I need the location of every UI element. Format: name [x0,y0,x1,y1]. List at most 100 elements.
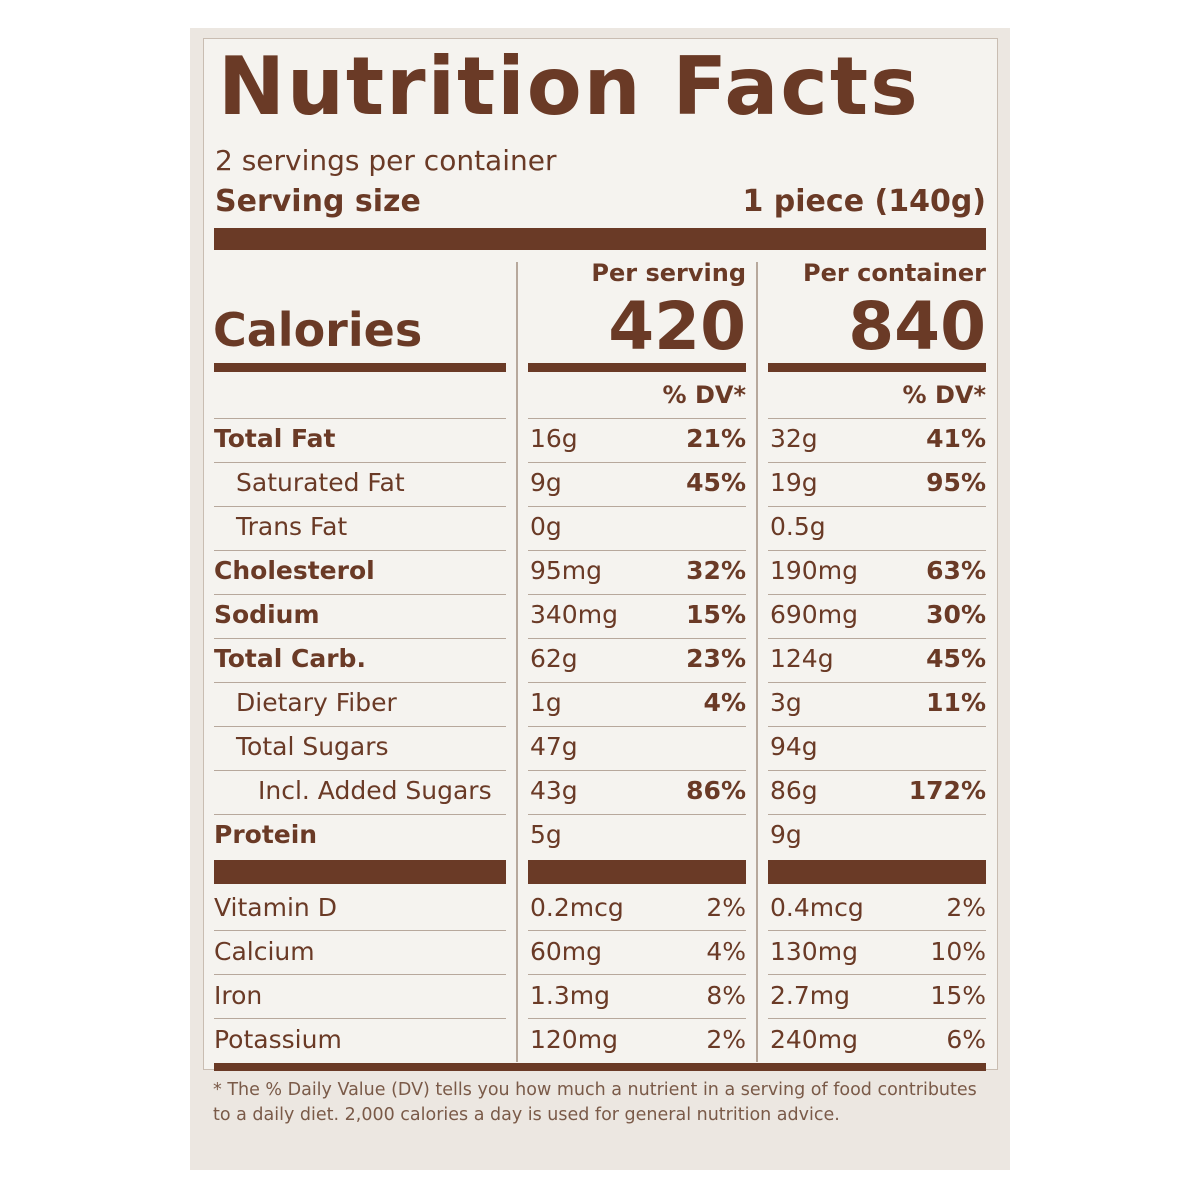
vitamin-divider-name [214,860,506,884]
container-amount: 240mg [770,1025,858,1054]
column-divider-serving [516,262,518,1062]
row-rule-name [214,770,506,771]
serving-dv: 23% [686,644,746,673]
row-rule-serving [528,814,746,815]
container-amount: 190mg [770,556,858,585]
nutrition-facts-title: Nutrition Facts [218,40,920,133]
calories-per-container: 840 [848,288,986,365]
container-dv: 2% [946,893,986,922]
serving-dv: 8% [706,981,746,1010]
row-rule-name [214,974,506,975]
container-dv: 45% [926,644,986,673]
serving-amount: 43g [530,776,578,805]
nutrient-name: Incl. Added Sugars [258,776,492,805]
serving-dv: 2% [706,893,746,922]
container-amount: 86g [770,776,818,805]
row-rule-container [768,814,986,815]
row-rule-container [768,682,986,683]
nutrient-name: Total Fat [214,424,336,453]
serving-dv: 86% [686,776,746,805]
serving-amount: 340mg [530,600,618,629]
serving-amount: 0g [530,512,562,541]
dv-footnote: * The % Daily Value (DV) tells you how m… [213,1080,977,1125]
serving-dv: 4% [706,937,746,966]
row-rule-container [768,1018,986,1019]
nutrient-name: Cholesterol [214,556,375,585]
container-amount: 124g [770,644,834,673]
vitamin-name: Calcium [214,937,315,966]
serving-amount: 9g [530,468,562,497]
vitamin-name: Potassium [214,1025,342,1054]
container-amount: 32g [770,424,818,453]
container-dv: 10% [930,937,986,966]
serving-amount: 95mg [530,556,603,585]
serving-dv: 15% [686,600,746,629]
nutrient-name: Total Sugars [236,732,389,761]
container-amount: 130mg [770,937,858,966]
row-rule-container [768,462,986,463]
row-rule-serving [528,418,746,419]
serving-amount: 5g [530,820,562,849]
row-rule-name [214,418,506,419]
container-dv: 15% [930,981,986,1010]
row-rule-name [214,638,506,639]
calories-per-serving: 420 [608,288,746,365]
row-rule-container [768,726,986,727]
serving-amount: 60mg [530,937,603,966]
serving-dv: 45% [686,468,746,497]
row-rule-name [214,594,506,595]
calories-rule-name [214,363,506,372]
row-rule-serving [528,726,746,727]
serving-size-value: 1 piece (140g) [742,184,986,219]
bottom-rule [214,1063,986,1071]
serving-amount: 16g [530,424,578,453]
calories-rule-container [768,363,986,372]
serving-dv: 21% [686,424,746,453]
servings-per-container: 2 servings per container [215,144,557,177]
row-rule-container [768,770,986,771]
container-dv: 63% [926,556,986,585]
container-dv: 95% [926,468,986,497]
container-amount: 0.4mcg [770,893,864,922]
container-amount: 94g [770,732,818,761]
serving-size-label: Serving size [215,184,421,219]
serving-amount: 1g [530,688,562,717]
row-rule-name [214,550,506,551]
container-dv: 30% [926,600,986,629]
row-rule-serving [528,462,746,463]
vitamin-divider-serving [528,860,746,884]
dv-header-serving: % DV* [662,381,746,409]
nutrient-name: Dietary Fiber [236,688,397,717]
row-rule-container [768,930,986,931]
row-rule-name [214,462,506,463]
row-rule-name [214,506,506,507]
row-rule-container [768,638,986,639]
container-amount: 3g [770,688,802,717]
nutrient-name: Protein [214,820,318,849]
thick-divider-top [214,228,986,250]
container-dv: 172% [908,776,986,805]
nutrition-panel [203,38,998,1070]
row-rule-serving [528,682,746,683]
row-rule-name [214,726,506,727]
serving-amount: 62g [530,644,578,673]
serving-amount: 0.2mcg [530,893,624,922]
serving-dv: 32% [686,556,746,585]
row-rule-serving [528,770,746,771]
container-dv: 6% [946,1025,986,1054]
serving-dv: 2% [706,1025,746,1054]
calories-label: Calories [213,303,423,357]
serving-dv: 4% [703,688,746,717]
row-rule-container [768,550,986,551]
container-amount: 9g [770,820,802,849]
row-rule-container [768,418,986,419]
nutrient-name: Total Carb. [214,644,366,673]
nutrient-name: Saturated Fat [236,468,405,497]
dv-header-container: % DV* [902,381,986,409]
nutrient-name: Sodium [214,600,320,629]
vitamin-divider-container [768,860,986,884]
row-rule-serving [528,930,746,931]
nutrient-name: Trans Fat [236,512,348,541]
container-amount: 2.7mg [770,981,850,1010]
row-rule-container [768,974,986,975]
